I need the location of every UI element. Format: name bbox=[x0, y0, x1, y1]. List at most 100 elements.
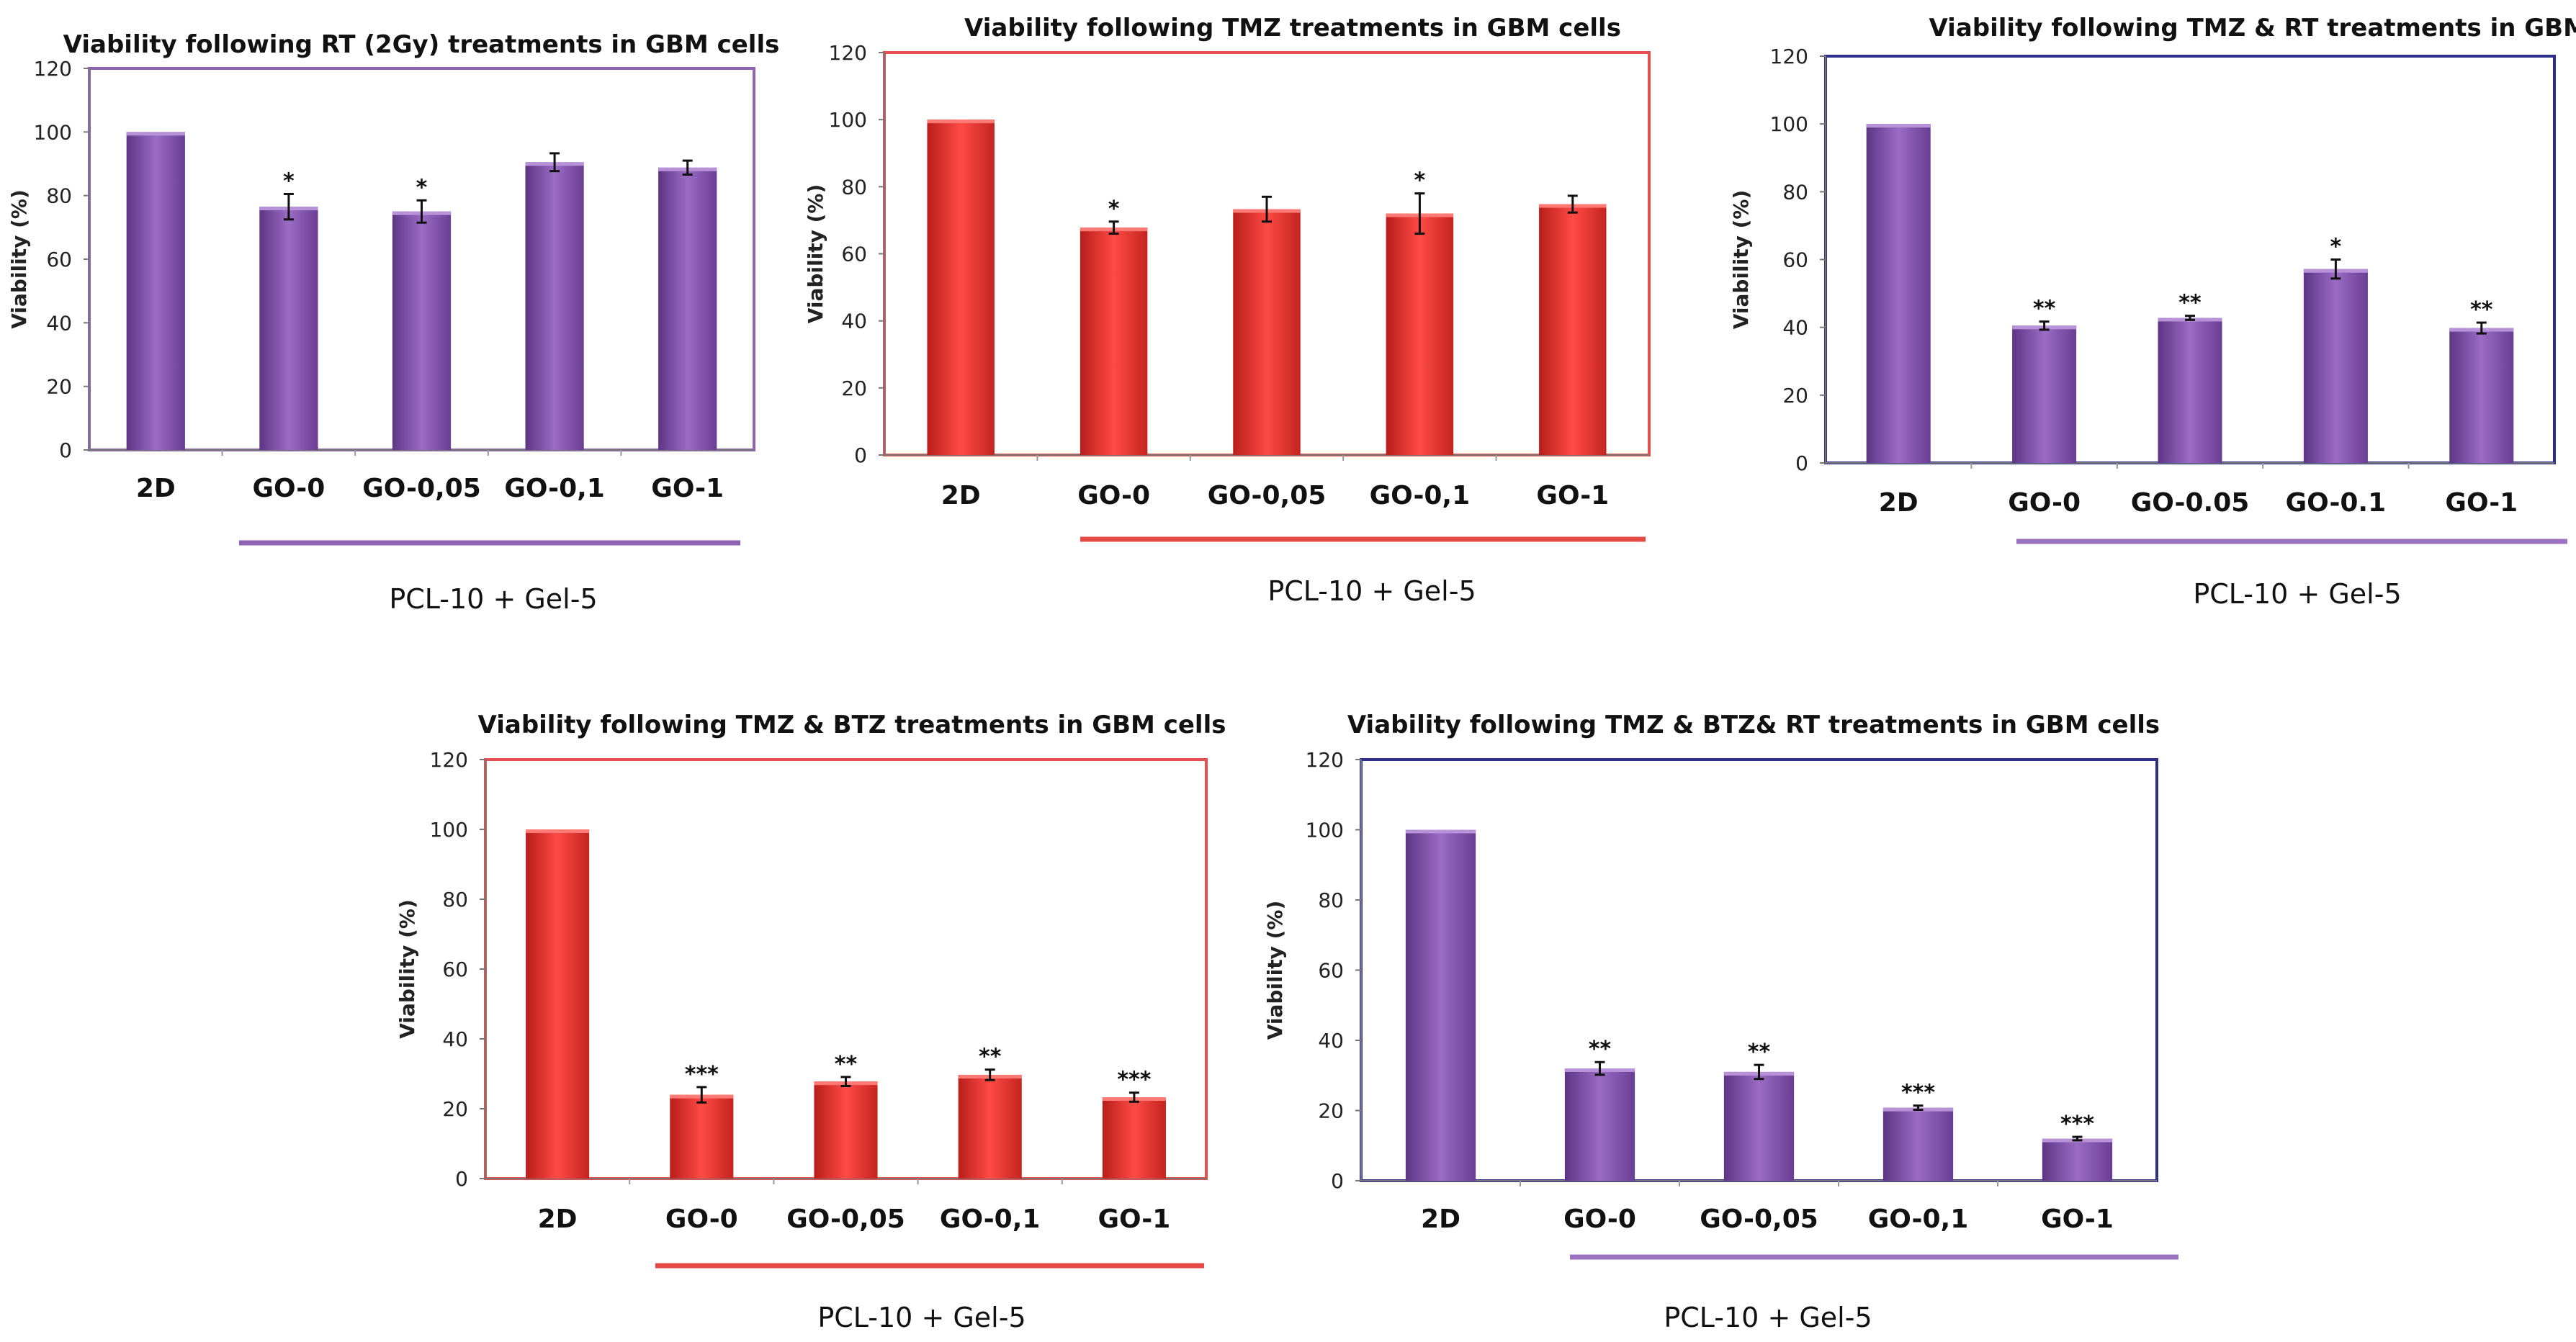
y-tick-label: 20 bbox=[841, 377, 867, 400]
bar-top-edge bbox=[927, 120, 995, 124]
category-label: GO-0,1 bbox=[1868, 1204, 1969, 1234]
significance-mark: ** bbox=[1589, 1037, 1612, 1062]
y-tick-label: 100 bbox=[1770, 112, 1808, 136]
significance-mark: *** bbox=[1117, 1068, 1151, 1093]
chart-panel-2: Viability following TMZ treatments in GB… bbox=[804, 14, 1651, 607]
y-tick-label: 120 bbox=[829, 41, 867, 65]
y-tick-label: 80 bbox=[442, 888, 468, 911]
bar-GO-1 bbox=[1102, 1096, 1166, 1179]
significance-mark: ** bbox=[2470, 297, 2493, 323]
y-tick-label: 60 bbox=[1318, 959, 1344, 983]
y-tick-label: 120 bbox=[1306, 748, 1344, 772]
bar-GO-0,1 bbox=[1882, 1107, 1954, 1181]
chart-panel-3: Viability following TMZ & RT treatments … bbox=[1729, 14, 2576, 610]
category-label: 2D bbox=[941, 481, 981, 510]
y-tick-label: 120 bbox=[1770, 45, 1808, 68]
category-label: GO-0,1 bbox=[504, 474, 605, 503]
bar-2D bbox=[1866, 124, 1931, 463]
chart-title: Viability following TMZ & BTZ& RT treatm… bbox=[1347, 711, 2160, 739]
bar-GO-1 bbox=[2449, 328, 2514, 463]
bar-GO-0,1 bbox=[525, 162, 584, 450]
bar-GO-0 bbox=[259, 207, 318, 450]
bar-GO-0 bbox=[2012, 325, 2077, 463]
category-label: GO-0.05 bbox=[2131, 488, 2250, 518]
category-label: GO-0,1 bbox=[940, 1204, 1041, 1234]
bar-GO-0 bbox=[1080, 228, 1148, 455]
category-label: GO-1 bbox=[1536, 481, 1609, 510]
y-axis-label: Viability (%) bbox=[1729, 190, 1753, 330]
y-tick-label: 100 bbox=[1306, 819, 1344, 842]
bar-2D bbox=[927, 120, 995, 455]
chart-panel-4: Viability following TMZ & BTZ treatments… bbox=[395, 711, 1226, 1333]
group-label: PCL-10 + Gel-5 bbox=[389, 583, 597, 615]
y-tick-label: 0 bbox=[1331, 1169, 1344, 1193]
bar-GO-0.1 bbox=[2303, 269, 2368, 463]
significance-mark: ** bbox=[1748, 1040, 1771, 1065]
bar-2D bbox=[526, 829, 590, 1179]
significance-mark: ** bbox=[2178, 291, 2202, 316]
y-axis-label: Viability (%) bbox=[1263, 901, 1287, 1040]
chart-title: Viability following TMZ treatments in GB… bbox=[964, 14, 1621, 42]
y-tick-label: 20 bbox=[1318, 1099, 1344, 1123]
bar-GO-0 bbox=[670, 1094, 734, 1179]
y-tick-label: 40 bbox=[1782, 316, 1808, 340]
bar-GO-0,1 bbox=[958, 1074, 1022, 1179]
bar-top-edge bbox=[1405, 829, 1476, 834]
y-tick-label: 0 bbox=[455, 1167, 468, 1191]
bar-top-edge bbox=[1866, 124, 1931, 128]
bar-2D bbox=[126, 132, 185, 451]
bar-GO-0,05 bbox=[392, 211, 452, 450]
chart-panel-1: Viability following RT (2Gy) treatments … bbox=[7, 30, 779, 615]
y-tick-label: 100 bbox=[829, 108, 867, 132]
category-label: 2D bbox=[1421, 1204, 1460, 1234]
category-label: GO-1 bbox=[2041, 1204, 2114, 1234]
bar-GO-1 bbox=[658, 167, 717, 451]
y-tick-label: 40 bbox=[442, 1027, 468, 1051]
bar-GO-0.05 bbox=[2158, 318, 2222, 463]
category-label: GO-1 bbox=[1098, 1204, 1170, 1234]
y-tick-label: 100 bbox=[430, 818, 468, 842]
significance-mark: *** bbox=[1901, 1081, 1935, 1106]
significance-mark: * bbox=[2330, 235, 2342, 260]
y-tick-label: 60 bbox=[841, 243, 867, 266]
category-label: GO-0 bbox=[252, 474, 325, 503]
y-tick-label: 120 bbox=[34, 57, 72, 81]
y-tick-label: 20 bbox=[46, 375, 72, 399]
group-label: PCL-10 + Gel-5 bbox=[2193, 578, 2401, 610]
y-tick-label: 60 bbox=[46, 248, 72, 271]
significance-mark: *** bbox=[2060, 1112, 2094, 1137]
y-tick-label: 120 bbox=[430, 748, 468, 772]
bar-GO-1 bbox=[1539, 204, 1607, 455]
y-tick-label: 20 bbox=[442, 1097, 468, 1121]
chart-panel-5: Viability following TMZ & BTZ& RT treatm… bbox=[1263, 711, 2178, 1333]
significance-mark: * bbox=[1414, 168, 1426, 194]
significance-mark: *** bbox=[685, 1062, 719, 1087]
bar-GO-1 bbox=[2042, 1138, 2113, 1181]
y-tick-label: 80 bbox=[1318, 888, 1344, 912]
y-tick-label: 100 bbox=[34, 120, 72, 144]
bar-GO-0,1 bbox=[1386, 213, 1454, 455]
y-tick-label: 0 bbox=[1795, 451, 1808, 475]
bar-GO-0,05 bbox=[1723, 1071, 1795, 1181]
y-tick-label: 80 bbox=[46, 184, 72, 208]
category-label: GO-0 bbox=[1077, 481, 1150, 510]
category-label: GO-0,05 bbox=[362, 474, 481, 503]
category-label: GO-0,05 bbox=[1208, 481, 1327, 510]
group-label: PCL-10 + Gel-5 bbox=[817, 1302, 1026, 1333]
category-label: 2D bbox=[1879, 488, 1918, 518]
y-tick-label: 0 bbox=[854, 443, 867, 467]
bar-GO-0 bbox=[1564, 1068, 1635, 1181]
y-tick-label: 80 bbox=[1782, 180, 1808, 204]
y-tick-label: 40 bbox=[1318, 1029, 1344, 1053]
y-tick-label: 40 bbox=[46, 311, 72, 335]
y-tick-label: 0 bbox=[59, 438, 72, 462]
significance-mark: * bbox=[283, 168, 295, 194]
bar-GO-0,05 bbox=[1233, 209, 1301, 455]
category-label: GO-1 bbox=[2445, 488, 2518, 518]
y-tick-label: 80 bbox=[841, 175, 867, 199]
significance-mark: ** bbox=[2033, 297, 2056, 322]
significance-mark: ** bbox=[979, 1045, 1002, 1070]
category-label: GO-0 bbox=[665, 1204, 738, 1234]
